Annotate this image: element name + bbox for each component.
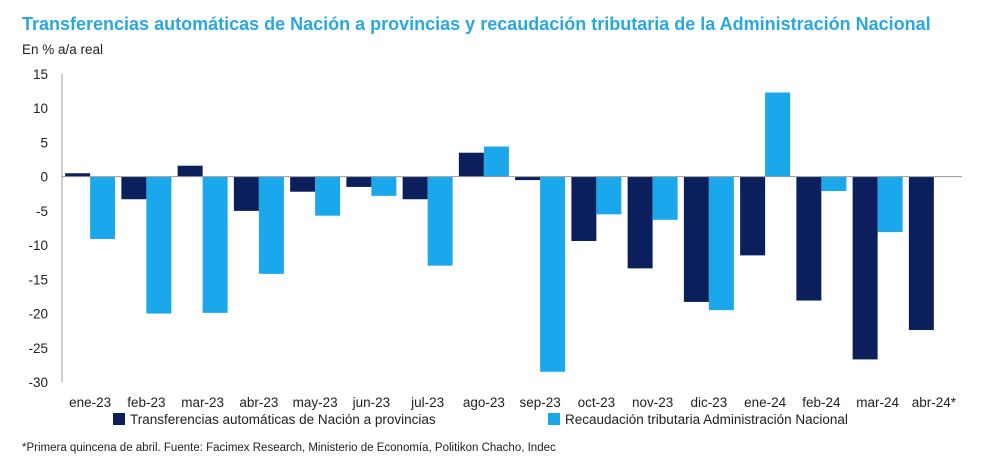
bar-transferencias-abr-24* — [908, 176, 934, 330]
bar-transferencias-oct-23 — [571, 176, 597, 242]
bar-transferencias-may-23 — [290, 176, 316, 192]
y-tick-label: -20 — [28, 307, 48, 322]
x-tick-label: may-23 — [293, 395, 338, 410]
bar-transferencias-mar-23 — [177, 165, 203, 177]
legend-swatch-1 — [113, 413, 125, 425]
bar-recaudacion-feb-24 — [821, 176, 847, 192]
legend-swatch-2 — [548, 413, 560, 425]
bar-recaudacion-mar-23 — [202, 176, 228, 313]
legend-label-1: Transferencias automáticas de Nación a p… — [130, 412, 436, 427]
bar-recaudacion-ene-24 — [765, 92, 791, 177]
x-tick-label: abr-23 — [239, 395, 278, 410]
bar-recaudacion-jun-23 — [371, 176, 397, 196]
x-tick-label: abr-24* — [912, 395, 957, 410]
y-tick-label: -25 — [28, 341, 48, 356]
bar-recaudacion-abr-23 — [258, 176, 284, 274]
y-tick-label: 15 — [33, 67, 48, 82]
x-tick-label: dic-23 — [690, 395, 727, 410]
bar-recaudacion-ene-23 — [90, 176, 116, 239]
bar-transferencias-abr-23 — [233, 176, 259, 211]
y-tick-label: 5 — [40, 135, 48, 150]
y-tick-label: -10 — [28, 238, 48, 253]
x-tick-label: oct-23 — [578, 395, 616, 410]
chart-subtitle: En % a/a real — [22, 42, 104, 57]
bar-transferencias-jun-23 — [346, 176, 372, 187]
bar-recaudacion-ago-23 — [483, 146, 509, 177]
x-tick-label: mar-23 — [181, 395, 224, 410]
bar-transferencias-feb-23 — [121, 176, 147, 200]
x-tick-label: jul-23 — [410, 395, 444, 410]
bar-transferencias-dic-23 — [683, 176, 709, 302]
bar-transferencias-feb-24 — [796, 176, 822, 301]
y-tick-label: -5 — [36, 204, 48, 219]
legend-label-2: Recaudación tributaria Administración Na… — [565, 412, 848, 427]
y-tick-label: -15 — [28, 272, 48, 287]
bar-recaudacion-sep-23 — [540, 176, 566, 372]
bar-recaudacion-oct-23 — [596, 176, 622, 215]
chart-title: Transferencias automáticas de Nación a p… — [22, 14, 931, 34]
bar-transferencias-ene-23 — [65, 173, 91, 177]
source-note: *Primera quincena de abril. Fuente: Faci… — [22, 442, 556, 454]
x-tick-label: ene-23 — [69, 395, 111, 410]
x-tick-label: feb-24 — [802, 395, 841, 410]
x-tick-label: jun-23 — [352, 395, 391, 410]
x-tick-label: nov-23 — [632, 395, 673, 410]
x-tick-label: ene-24 — [744, 395, 787, 410]
bar-recaudacion-nov-23 — [652, 176, 678, 220]
y-tick-label: 0 — [40, 170, 48, 185]
bar-transferencias-mar-24 — [852, 176, 878, 360]
x-tick-label: ago-23 — [463, 395, 505, 410]
bar-transferencias-jul-23 — [402, 176, 428, 200]
y-tick-label: -30 — [28, 375, 48, 390]
bar-recaudacion-may-23 — [315, 176, 341, 216]
bar-transferencias-ago-23 — [458, 152, 484, 177]
bar-transferencias-nov-23 — [627, 176, 653, 269]
y-tick-label: 10 — [33, 101, 48, 116]
x-tick-label: feb-23 — [127, 395, 165, 410]
x-tick-label: mar-24 — [856, 395, 899, 410]
bar-transferencias-ene-24 — [740, 176, 766, 256]
bar-recaudacion-mar-24 — [877, 176, 903, 233]
bar-recaudacion-feb-23 — [146, 176, 172, 314]
bar-transferencias-sep-23 — [515, 176, 541, 181]
x-tick-label: sep-23 — [519, 395, 560, 410]
bar-recaudacion-jul-23 — [427, 176, 453, 266]
bar-recaudacion-dic-23 — [708, 176, 734, 311]
